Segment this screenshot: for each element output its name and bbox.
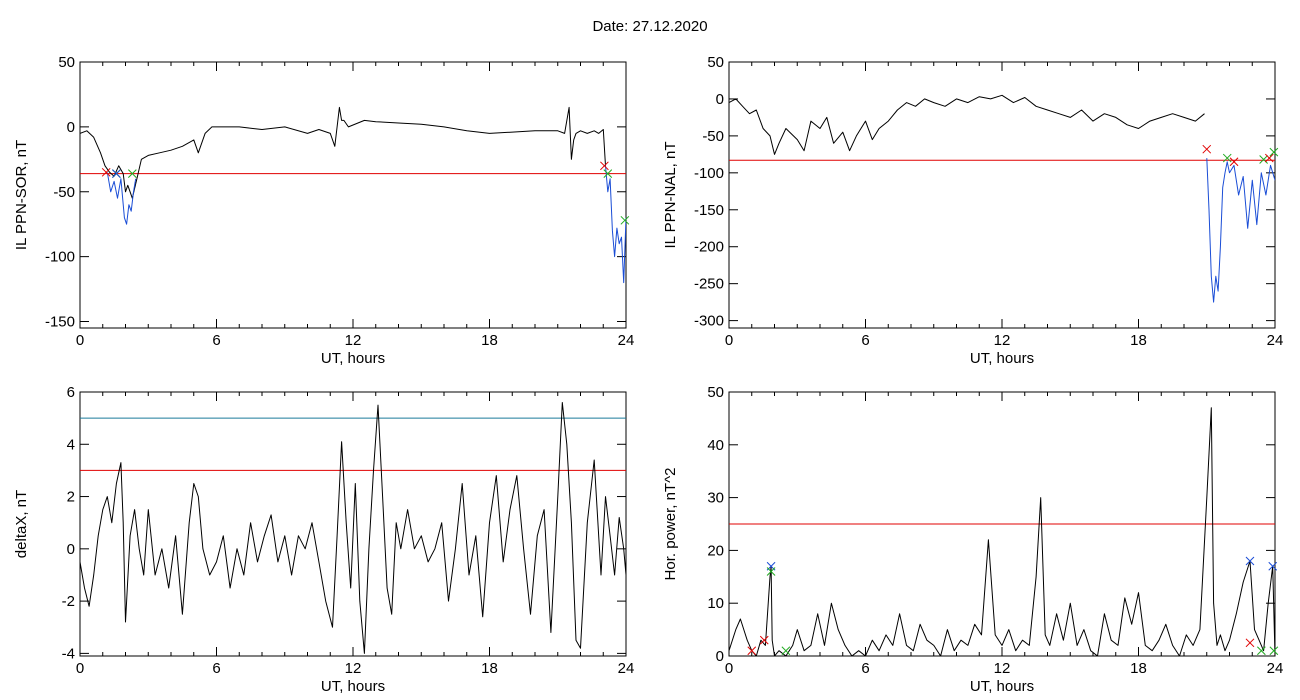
chart-power: 0 6 12 18 24 0 10 20 30 40 50 UT, hours Hor. power, …: [662, 384, 1283, 695]
series-group: [729, 95, 1275, 302]
y-tick-label: -250: [694, 276, 724, 293]
x-marker: [102, 168, 110, 176]
x-tick-label: 0: [725, 660, 733, 677]
y-tick-label: -200: [694, 239, 724, 256]
x-marker: [1260, 156, 1268, 164]
y-tick-label: 20: [707, 542, 724, 559]
x-marker: [1246, 639, 1254, 647]
x-tick-label: 24: [618, 332, 635, 349]
y-tick-label: 4: [67, 436, 75, 453]
x-tick-label: 24: [1267, 332, 1284, 349]
series-line-0: [729, 95, 1205, 154]
y-tick-label: 0: [716, 91, 724, 108]
y-tick-label: 6: [67, 384, 75, 401]
series-line-1: [1207, 158, 1275, 302]
series-line-0: [80, 403, 626, 654]
x-tick-label: 6: [861, 332, 869, 349]
x-tick-label: 0: [76, 332, 84, 349]
x-tick-label: 18: [481, 332, 498, 349]
y-axis-label: Hor. power, nT^2: [662, 468, 679, 581]
y-tick-label: 10: [707, 595, 724, 612]
x-axis-label: UT, hours: [321, 678, 385, 695]
y-tick-label: 2: [67, 489, 75, 506]
x-tick-label: 12: [994, 332, 1011, 349]
x-tick-label: 24: [618, 660, 635, 677]
x-marker: [1265, 154, 1273, 162]
x-axis-label: UT, hours: [970, 350, 1034, 367]
y-axis-label: IL PPN-SOR, nT: [13, 140, 30, 250]
y-axis-label: IL PPN-NAL, nT: [662, 142, 679, 249]
x-axis-label: UT, hours: [970, 678, 1034, 695]
x-tick-label: 0: [725, 332, 733, 349]
y-tick-label: -300: [694, 313, 724, 330]
x-tick-label: 0: [76, 660, 84, 677]
series-line-2: [606, 166, 627, 283]
x-tick-label: 12: [345, 660, 362, 677]
x-marker: [1270, 148, 1278, 156]
x-tick-label: 6: [861, 660, 869, 677]
y-tick-label: -4: [62, 645, 75, 662]
x-marker: [1270, 647, 1278, 655]
series-line-0: [729, 408, 1275, 656]
series-group: [80, 107, 626, 282]
chart-nal: 0 6 12 18 24 -300 -250 -200 -150 -100 -50 0 50 UT, ho…: [662, 54, 1283, 367]
x-marker: [782, 647, 790, 655]
x-marker: [1203, 145, 1211, 153]
y-tick-label: 30: [707, 490, 724, 507]
y-tick-label: 50: [58, 54, 75, 71]
y-tick-label: -100: [694, 165, 724, 182]
figure-canvas: 0 6 12 18 24-150-100-50050UT, hoursIL PPN-SO…: [0, 0, 1300, 700]
y-tick-label: -50: [702, 128, 724, 145]
y-tick-label: 0: [67, 541, 75, 558]
x-marker: [1257, 647, 1265, 655]
x-axis-label: UT, hours: [321, 350, 385, 367]
y-tick-label: -150: [45, 314, 75, 331]
y-tick-label: -50: [53, 184, 75, 201]
x-tick-label: 24: [1267, 660, 1284, 677]
y-axis-label: deltaX, nT: [13, 490, 30, 558]
series-line-1: [107, 172, 135, 224]
y-tick-label: 40: [707, 437, 724, 454]
x-tick-label: 18: [1130, 332, 1147, 349]
x-tick-label: 6: [212, 660, 220, 677]
y-tick-label: 50: [707, 384, 724, 401]
y-tick-label: -150: [694, 202, 724, 219]
y-tick-label: 0: [67, 119, 75, 136]
series-line-0: [80, 107, 606, 198]
y-tick-label: 50: [707, 54, 724, 71]
x-tick-label: 6: [212, 332, 220, 349]
x-tick-label: 12: [994, 660, 1011, 677]
x-tick-label: 18: [481, 660, 498, 677]
y-tick-label: -2: [62, 593, 75, 610]
series-group: [729, 408, 1275, 656]
x-marker: [600, 162, 608, 170]
chart-sor: 0 6 12 18 24 -150 -100 -50 0 50 UT, hours IL PPN-SO…: [13, 54, 634, 367]
series-group: [80, 403, 626, 654]
x-marker: [621, 216, 629, 224]
axes-box: [729, 62, 1275, 328]
x-tick-label: 12: [345, 332, 362, 349]
y-tick-label: 0: [716, 648, 724, 665]
axes-box: [80, 392, 626, 656]
x-tick-label: 18: [1130, 660, 1147, 677]
axes-box: [80, 62, 626, 328]
y-tick-label: -100: [45, 249, 75, 266]
